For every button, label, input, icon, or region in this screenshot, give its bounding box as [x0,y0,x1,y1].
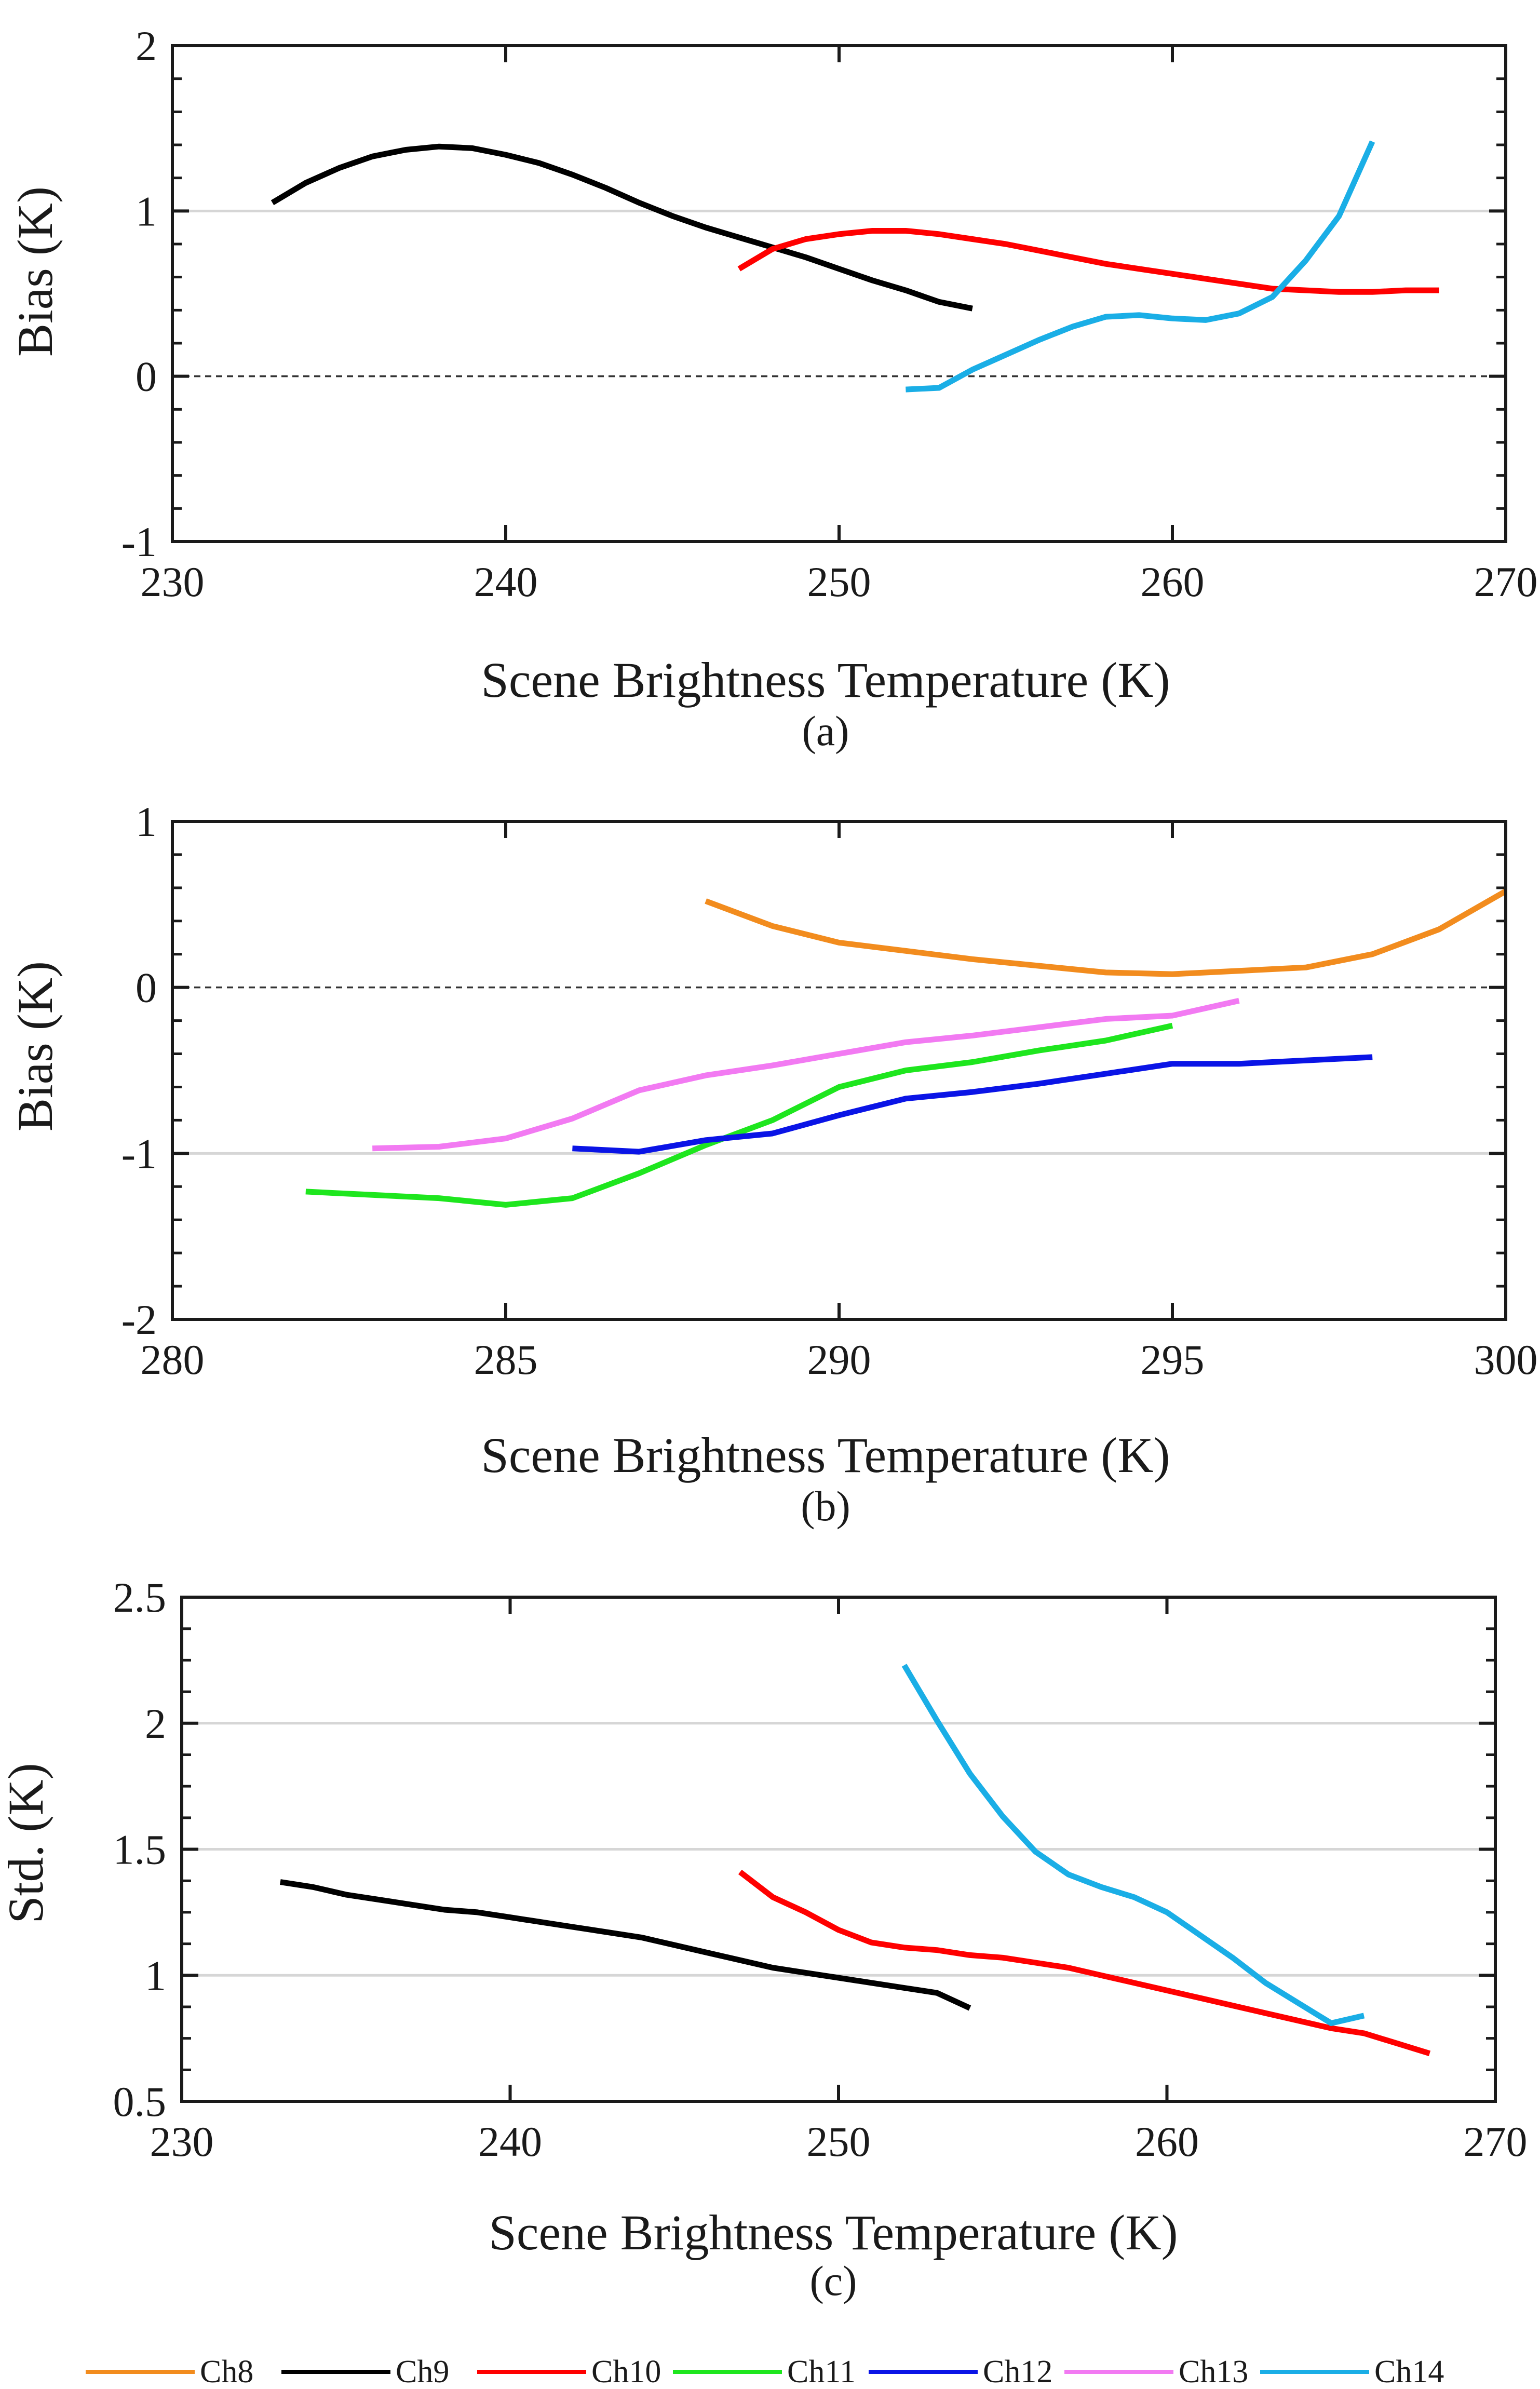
panel-c-xtick-label: 260 [1135,2118,1199,2165]
panel-b-series-ch12 [572,1054,1373,1155]
panel-b-xtick-label: 285 [474,1336,538,1383]
panel-c-ytick-label: 1.5 [113,1826,167,1873]
panel-b-xlabel: Scene Brightness Temperature (K) [481,1427,1170,1483]
legend-label-ch12: Ch12 [983,2354,1052,2389]
panel-c-series-ch10 [738,1869,1431,2057]
panel-a-frame [171,44,1507,543]
legend-label-ch13: Ch13 [1179,2354,1248,2389]
legend-label-ch10: Ch10 [591,2354,661,2389]
panel-b-series-ch8 [705,888,1507,977]
panel-b-xtick-label: 295 [1141,1336,1205,1383]
panel-a-label: (a) [802,707,849,754]
legend: Ch8 Ch9 Ch10 Ch11 Ch12 Ch13 Ch14 [86,2354,1444,2389]
panel-c: Std. (K) Scene Brightness Temperature (K… [0,1574,1528,2304]
panel-c-xtick-label: 230 [150,2118,214,2165]
panel-b-ylabel: Bias (K) [7,961,63,1131]
panel-b-ytick-label: -1 [121,1130,157,1177]
panel-c-xlabel: Scene Brightness Temperature (K) [489,2205,1178,2260]
panel-a-series-ch9 [271,143,973,312]
panel-b-ytick-label: 0 [136,964,157,1011]
legend-label-ch8: Ch8 [200,2354,253,2389]
panel-b-xtick-label: 300 [1474,1336,1538,1383]
panel-a-ytick-label: 2 [136,22,157,70]
panel-b-xtick-label: 280 [141,1336,205,1383]
panel-a-xtick-label: 270 [1474,558,1538,605]
panel-a-ytick-label: 1 [136,187,157,235]
panel-a: Bias (K) Scene Brightness Temperature (K… [7,22,1538,754]
panel-a-xtick-label: 230 [141,558,205,605]
panel-b: Bias (K) Scene Brightness Temperature (K… [7,798,1538,1530]
panel-a-series-ch10 [737,228,1439,295]
panel-a-xtick-label: 250 [807,558,871,605]
panel-a-xtick-label: 240 [474,558,538,605]
panel-c-ytick-label: 2 [145,1700,166,1747]
panel-c-xtick-label: 240 [478,2118,542,2165]
panel-c-series-ch14 [901,1664,1365,2026]
panel-c-ytick-label: 1 [145,1952,166,1999]
legend-label-ch11: Ch11 [787,2354,856,2389]
panel-b-xtick-label: 290 [807,1336,871,1383]
panel-a-ytick-label: 0 [136,353,157,400]
panel-b-label: (b) [801,1482,850,1530]
panel-c-label: (c) [809,2257,857,2304]
panel-a-ytick-label: -1 [121,518,157,565]
panel-c-xtick-label: 250 [807,2118,871,2165]
panel-c-series-ch9 [279,1879,971,2011]
panel-c-ytick-label: 0.5 [113,2078,167,2125]
panel-b-series-ch13 [372,997,1240,1152]
panel-a-ylabel: Bias (K) [7,186,63,357]
panel-c-ylabel: Std. (K) [0,1763,53,1923]
panel-b-ytick-label: 1 [136,798,157,845]
panel-a-series-ch14 [906,140,1375,393]
panel-b-frame [171,820,1507,1321]
legend-label-ch9: Ch9 [396,2354,449,2389]
panel-a-xlabel: Scene Brightness Temperature (K) [481,652,1170,708]
panel-c-ytick-label: 2.5 [113,1574,167,1621]
panel-c-xtick-label: 270 [1464,2118,1528,2165]
panel-a-xtick-label: 260 [1141,558,1205,605]
panel-b-series-ch11 [305,1022,1173,1208]
panel-b-ytick-label: -2 [121,1296,157,1343]
legend-label-ch14: Ch14 [1374,2354,1444,2389]
